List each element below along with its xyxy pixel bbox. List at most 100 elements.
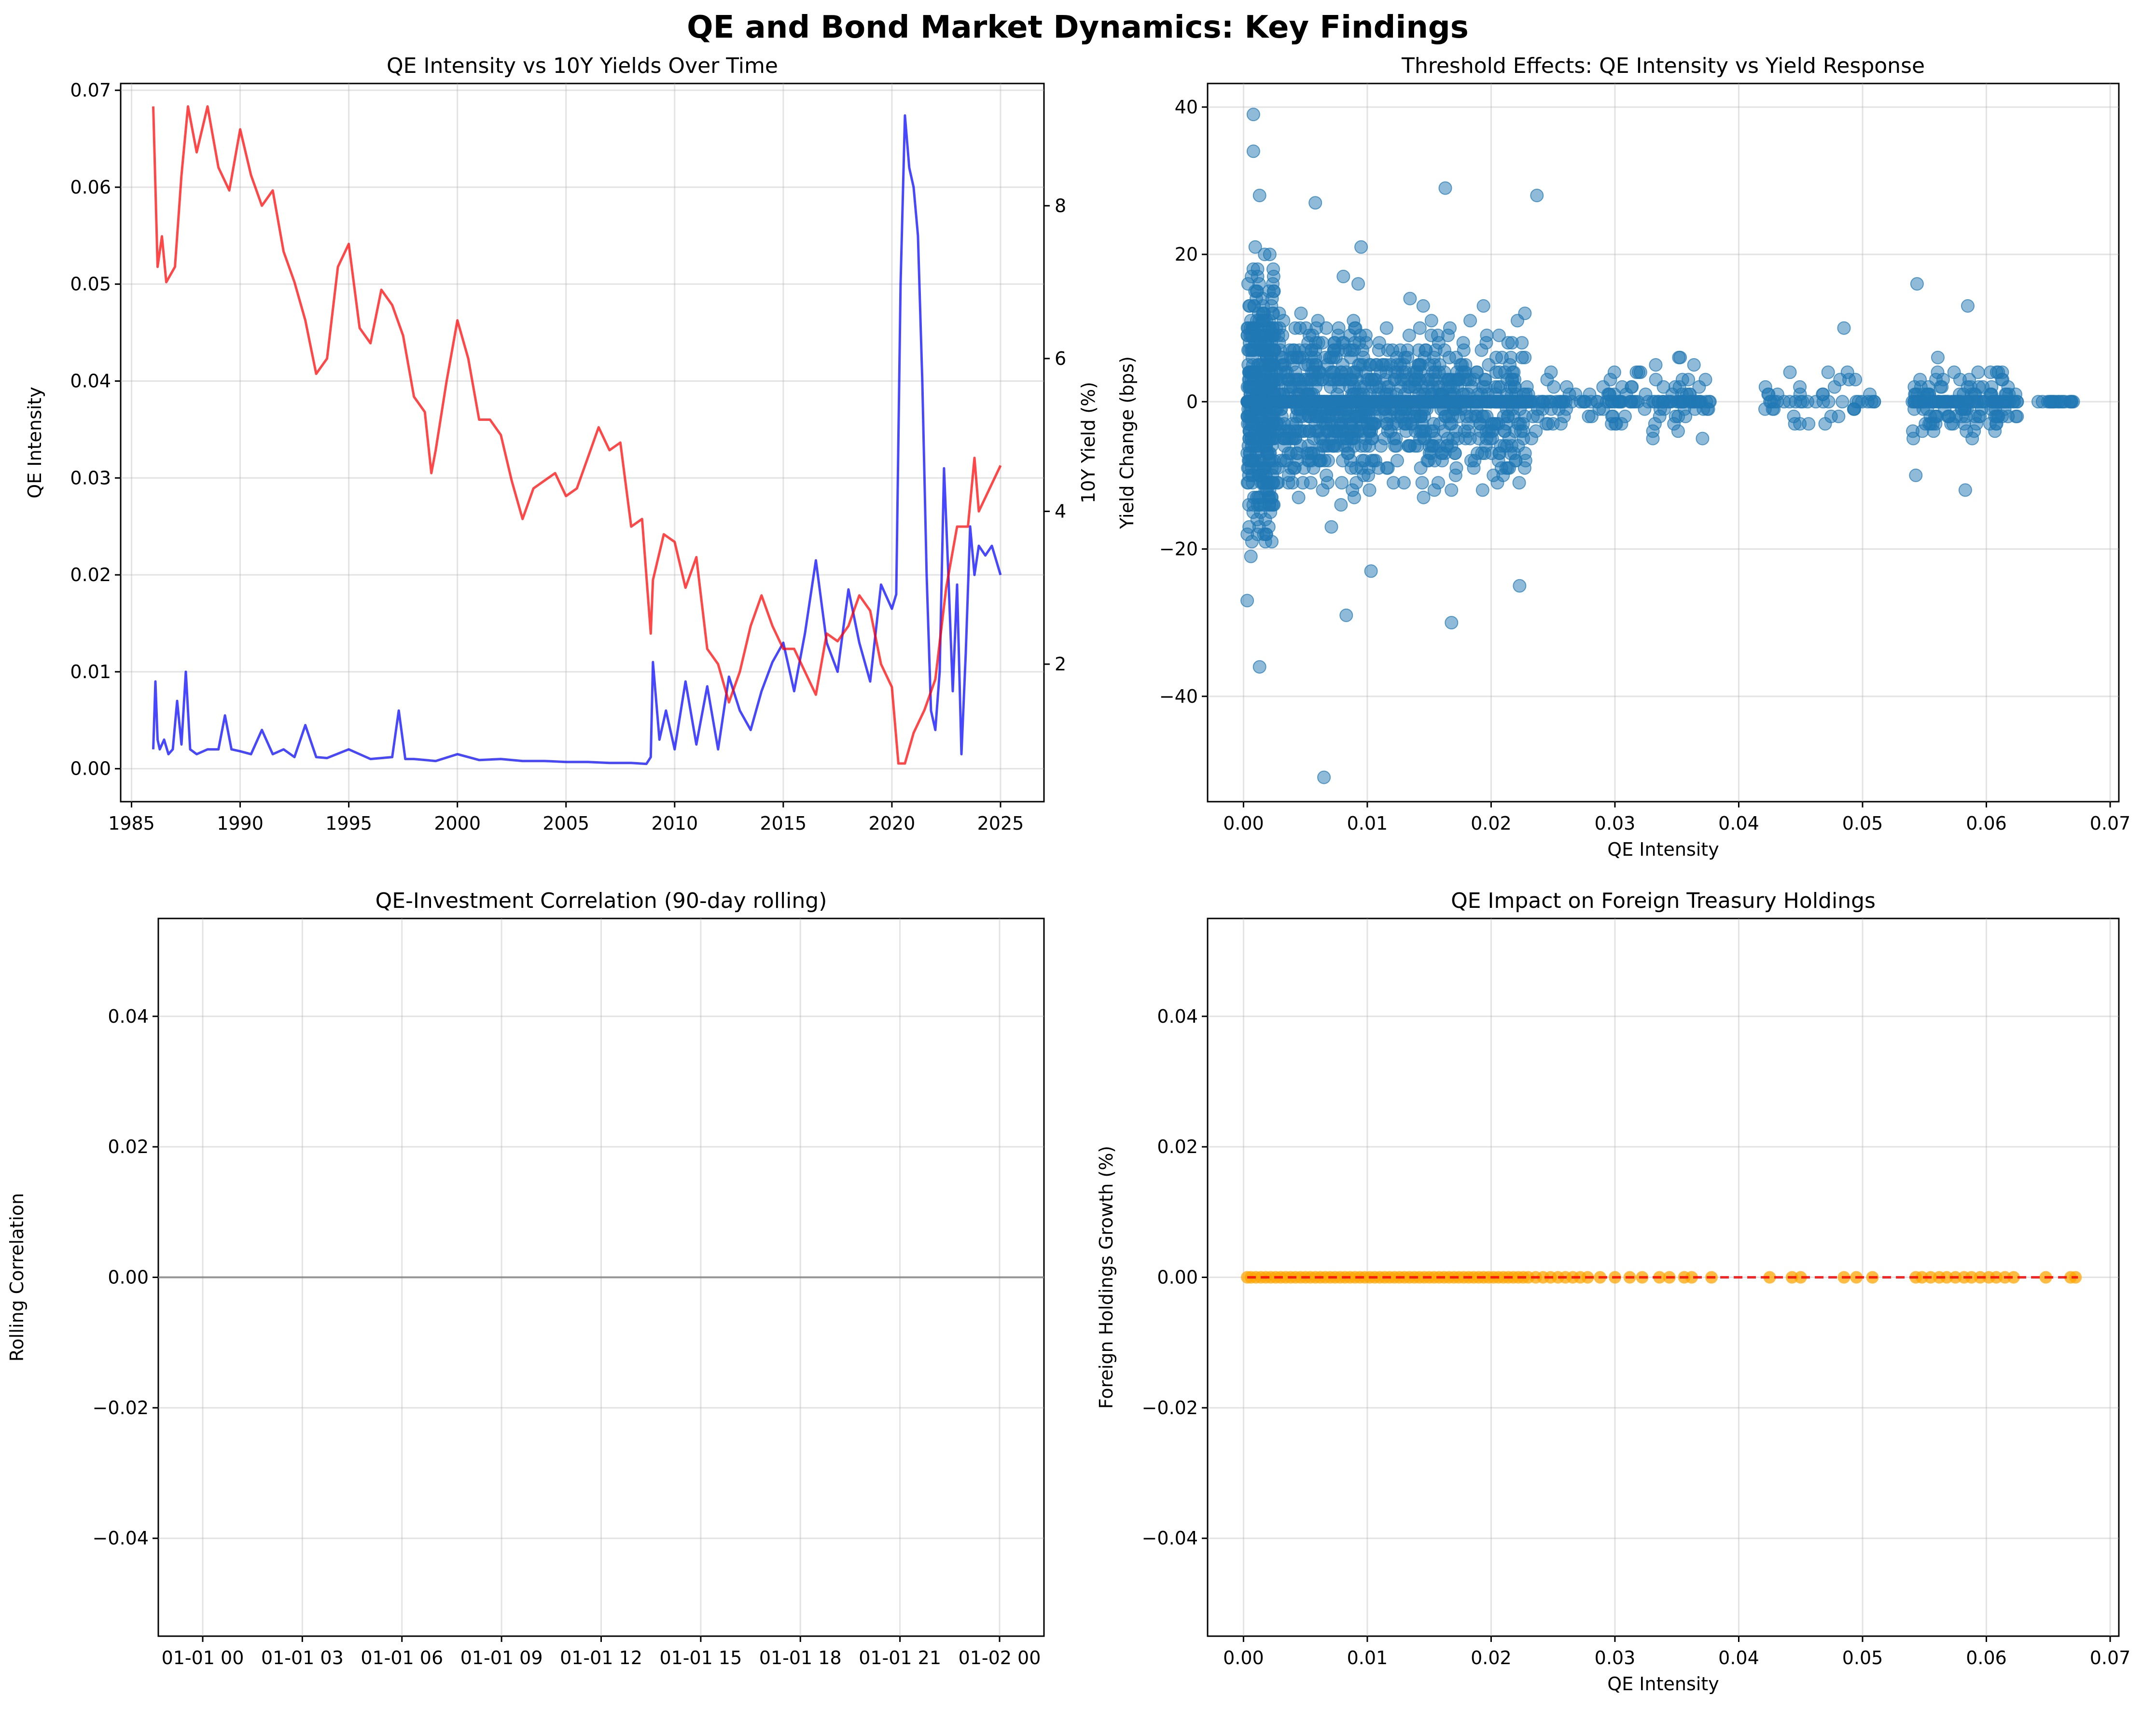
qe-intensity-series-line	[152, 114, 1002, 765]
scatter-point	[1304, 476, 1318, 490]
x-tick-label: 1995	[325, 813, 372, 834]
y-tick-label: 0	[1186, 391, 1198, 412]
qe-vs-yield-panel: QE Intensity vs 10Y Yields Over Time 1985…	[24, 54, 1099, 834]
x-tick-label: 01-01 21	[859, 1647, 941, 1668]
scatter-point	[1315, 439, 1329, 453]
scatter-point	[1649, 373, 1663, 387]
scatter-point	[1359, 328, 1373, 342]
scatter-point	[1245, 454, 1259, 468]
panel-title: QE Intensity vs 10Y Yields Over Time	[387, 54, 778, 78]
x-tick-label: 0.06	[1966, 1647, 2007, 1668]
scatter-point	[1518, 446, 1532, 460]
scatter-point	[1961, 299, 1975, 313]
scatter-point	[1816, 388, 1830, 401]
scatter-point	[1970, 395, 1984, 409]
scatter-point	[1910, 277, 1924, 291]
scatter-point	[1842, 373, 1856, 387]
scatter-point	[1391, 454, 1404, 468]
scatter-point	[1585, 409, 1599, 423]
scatter-point	[1491, 454, 1505, 468]
scatter-point	[1687, 358, 1701, 372]
scatter-point	[1607, 388, 1621, 401]
scatter-point	[1302, 328, 1316, 342]
yield-series-line	[152, 105, 1002, 765]
scatter-point	[1443, 321, 1457, 335]
foreign-holdings-point	[1685, 1271, 1698, 1284]
y2-tick-label: 4	[1055, 500, 1066, 522]
scatter-point	[1320, 468, 1334, 482]
y-tick-label: 0.04	[1157, 1006, 1198, 1027]
scatter-point	[1365, 373, 1379, 387]
scatter-point	[1783, 365, 1797, 379]
scatter-point	[1367, 454, 1381, 468]
scatter-point	[1240, 328, 1254, 342]
scatter-point	[1402, 439, 1416, 453]
foreign-holdings-point	[1794, 1271, 1807, 1284]
scatter-point	[1339, 608, 1353, 622]
scatter-point	[1449, 461, 1463, 475]
y-tick-label: −40	[1159, 686, 1198, 707]
scatter-point	[1374, 439, 1388, 453]
y-tick-label: 0.02	[70, 564, 111, 585]
scatter-point	[1541, 417, 1555, 431]
x-tick-label: 0.02	[1471, 813, 1512, 834]
scatter-point	[1496, 468, 1510, 482]
scatter-point	[1929, 409, 1943, 423]
y-axis-label: Yield Change (bps)	[1116, 356, 1138, 529]
scatter-point	[1317, 395, 1331, 409]
y-tick-label: −20	[1159, 539, 1198, 560]
scatter-point	[1362, 468, 1375, 482]
scatter-point	[1675, 373, 1689, 387]
panel-title: Threshold Effects: QE Intensity vs Yield…	[1401, 54, 1925, 78]
y-axis-label: Rolling Correlation	[6, 1193, 28, 1362]
y-tick-label: 0.07	[70, 80, 111, 101]
x-tick-label: 2005	[542, 813, 589, 834]
y-tick-label: 0.05	[70, 274, 111, 295]
x-tick-label: 2015	[760, 813, 807, 834]
x-tick-label: 01-01 06	[361, 1647, 443, 1668]
scatter-point	[1258, 248, 1272, 262]
x-tick-label: 01-02 00	[959, 1647, 1041, 1668]
scatter-point	[1242, 520, 1256, 534]
scatter-point	[1420, 395, 1434, 409]
scatter-point	[1491, 395, 1505, 409]
scatter-point	[1475, 483, 1489, 497]
y2-tick-label: 8	[1055, 195, 1066, 216]
scatter-point	[1433, 417, 1447, 431]
scatter-point	[1991, 409, 2005, 423]
scatter-point	[1413, 365, 1427, 379]
scatter-point	[1440, 439, 1454, 453]
scatter-point	[1266, 262, 1280, 276]
y2-tick-label: 6	[1055, 348, 1066, 369]
x-tick-label: 01-01 15	[659, 1647, 742, 1668]
x-tick-label: 01-01 18	[759, 1647, 842, 1668]
scatter-point	[1445, 483, 1459, 497]
scatter-point	[1288, 365, 1302, 379]
scatter-point	[1280, 454, 1294, 468]
scatter-point	[1793, 388, 1807, 401]
scatter-point	[1657, 402, 1671, 416]
scatter-point	[1424, 314, 1438, 328]
x-tick-label: 0.05	[1842, 1647, 1883, 1668]
scatter-point	[1465, 380, 1479, 394]
scatter-point	[1758, 380, 1772, 394]
scatter-point	[1403, 292, 1417, 306]
scatter-point	[1584, 395, 1598, 409]
scatter-point	[1649, 358, 1663, 372]
scatter-point	[1414, 461, 1428, 475]
scatter-point	[1479, 380, 1492, 394]
scatter-point	[1240, 594, 1254, 608]
scatter-point	[1540, 373, 1554, 387]
scatter-point	[1847, 402, 1861, 416]
y-tick-label: −0.04	[1142, 1528, 1198, 1549]
scatter-point	[1623, 395, 1637, 409]
scatter-point	[1470, 365, 1484, 379]
scatter-point	[1317, 770, 1331, 784]
scatter-point	[1380, 417, 1394, 431]
scatter-point	[1471, 446, 1485, 460]
scatter-point	[1529, 424, 1543, 438]
scatter-point	[1472, 431, 1486, 445]
scatter-point	[1320, 358, 1334, 372]
axes-frame	[1207, 83, 2120, 803]
foreign-holdings-panel: QE Impact on Foreign Treasury Holdings 0.…	[1096, 889, 2130, 1695]
